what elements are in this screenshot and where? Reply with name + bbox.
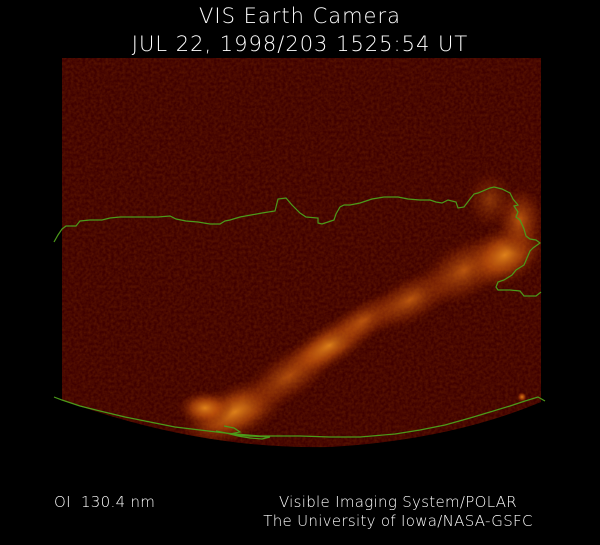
wavelength-label: OI 130.4 nm [54, 493, 156, 511]
image-area [62, 58, 541, 448]
coastline-north [53, 186, 542, 297]
coastline-island [215, 425, 271, 440]
credits: Visible Imaging System/POLAR The Univers… [248, 493, 548, 531]
image-title: VIS Earth Camera [199, 4, 401, 28]
aurora-band [62, 58, 541, 448]
coastline-south [53, 396, 546, 438]
credit-line-2: The University of Iowa/NASA-GSFC [263, 512, 533, 530]
image-timestamp: JUL 22, 1998/203 1525:54 UT [131, 32, 469, 56]
credit-line-1: Visible Imaging System/POLAR [278, 493, 518, 511]
coastline-overlay [53, 186, 546, 440]
